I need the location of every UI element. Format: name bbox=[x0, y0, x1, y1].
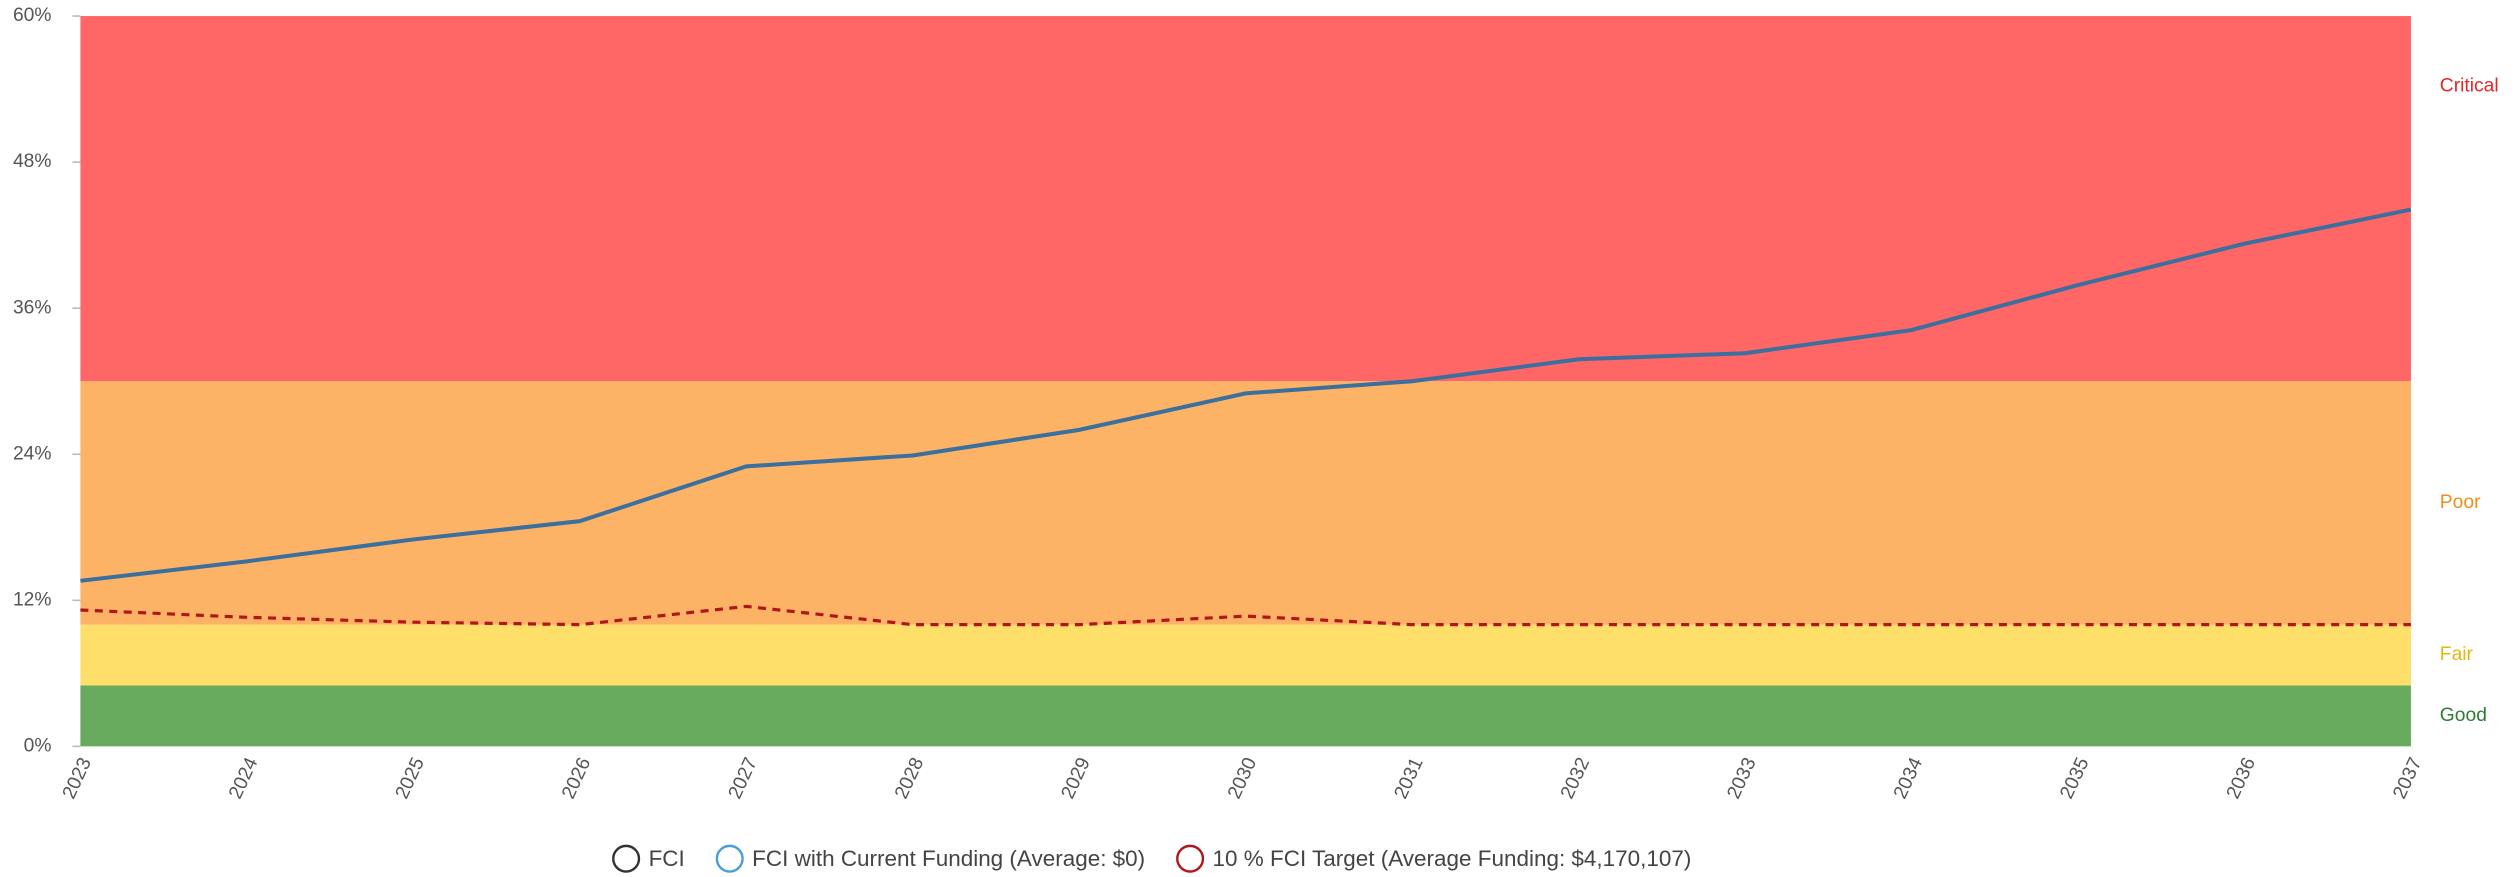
legend-marker bbox=[612, 844, 641, 873]
band-label: Poor bbox=[2440, 492, 2481, 513]
x-tick-label: 2037 bbox=[2389, 755, 2426, 803]
legend-marker bbox=[715, 844, 744, 873]
band bbox=[80, 685, 2411, 747]
band-label: Fair bbox=[2440, 644, 2474, 665]
x-tick-label: 2023 bbox=[59, 755, 96, 803]
legend-label: 10 % FCI Target (Average Funding: $4,170… bbox=[1213, 846, 1692, 871]
x-tick-label: 2032 bbox=[1557, 755, 1594, 803]
legend-marker bbox=[1176, 844, 1205, 873]
x-tick-label: 2031 bbox=[1391, 755, 1428, 803]
y-tick-label: 36% bbox=[13, 297, 52, 318]
y-tick-label: 0% bbox=[24, 735, 52, 756]
x-tick-label: 2036 bbox=[2223, 755, 2260, 803]
x-tick-label: 2027 bbox=[725, 755, 762, 803]
legend-label: FCI bbox=[649, 846, 685, 871]
x-tick-label: 2035 bbox=[2056, 755, 2093, 803]
y-tick-label: 24% bbox=[13, 443, 52, 464]
band bbox=[80, 381, 2411, 625]
y-tick-label: 48% bbox=[13, 151, 52, 172]
x-tick-label: 2034 bbox=[1890, 754, 1927, 802]
band bbox=[80, 624, 2411, 686]
x-tick-label: 2033 bbox=[1723, 755, 1760, 803]
band-label: Critical bbox=[2440, 75, 2499, 96]
band bbox=[80, 16, 2411, 382]
series-line bbox=[80, 207, 2412, 583]
x-tick-label: 2024 bbox=[225, 754, 262, 802]
legend-item[interactable]: FCI bbox=[612, 844, 685, 873]
legend-item[interactable]: FCI with Current Funding (Average: $0) bbox=[715, 844, 1145, 873]
x-tick-label: 2030 bbox=[1224, 755, 1261, 803]
y-tick-label: 60% bbox=[13, 5, 52, 26]
legend-item[interactable]: 10 % FCI Target (Average Funding: $4,170… bbox=[1176, 844, 1692, 873]
legend-label: FCI with Current Funding (Average: $0) bbox=[752, 846, 1145, 871]
x-tick-label: 2028 bbox=[891, 755, 928, 803]
x-tick-label: 2025 bbox=[392, 755, 429, 803]
y-tick-label: 12% bbox=[13, 589, 52, 610]
x-tick-label: 2026 bbox=[558, 755, 595, 803]
band-label: Good bbox=[2440, 705, 2487, 726]
x-tick-label: 2029 bbox=[1058, 755, 1095, 803]
